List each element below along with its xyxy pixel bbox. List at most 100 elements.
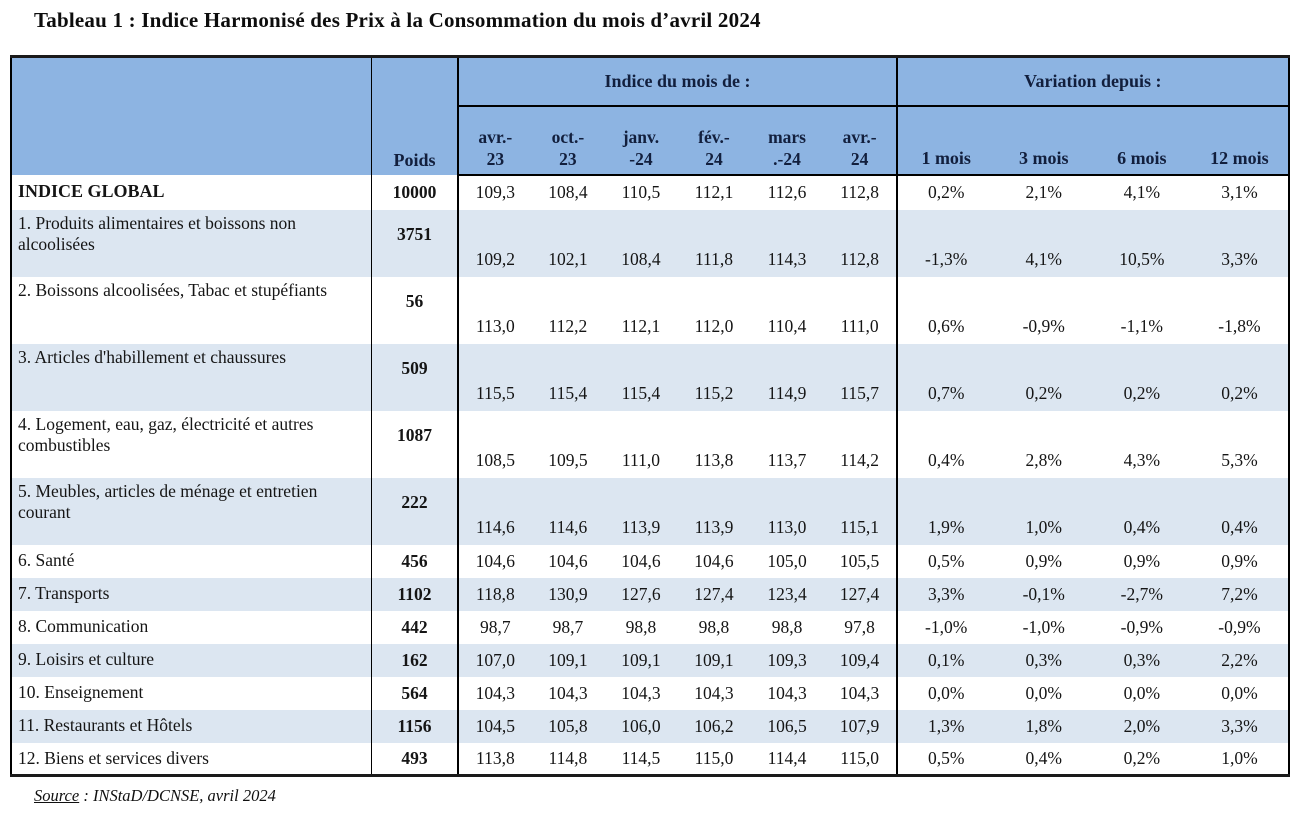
row-index-value: 106,2 [694,715,734,736]
row-index-value: 114,3 [767,248,807,269]
row-index-value: 113,0 [457,276,532,344]
row-index-value: 113,8 [694,449,734,470]
row-poids: 222 [370,477,459,545]
table-row: 1. Produits alimentaires et boissons non… [11,209,1289,277]
row-variation-value: 1,0% [1221,747,1258,768]
row-index-value: 130,9 [548,583,588,604]
row-variation-value: 3,3% [895,577,995,611]
row-index-value: 110,5 [621,182,661,202]
row-label: 8. Communication [18,616,149,637]
row-label: 7. Transports [18,583,110,604]
row-index-value: 98,8 [698,616,730,637]
row-poids: 162 [370,643,459,677]
table-row: 5. Meubles, articles de ménage et entret… [11,477,1289,545]
row-variation-value: 0,9% [1123,550,1161,571]
row-label: 10. Enseignement [18,682,144,703]
row-variation-value: 0,2% [1123,747,1161,768]
row-poids: 493 [370,742,459,776]
row-variation-value: -1,3% [895,209,995,277]
row-index-value: 115,5 [457,343,532,411]
header-group-variation: Variation depuis : [895,56,1289,107]
row-index-value: 113,0 [767,516,807,537]
row-poids: 442 [370,610,459,644]
row-variation-value: 3,3% [1221,248,1258,269]
row-index-value: 107,9 [839,715,880,736]
row-variation-value: 7,2% [1221,583,1258,604]
row-variation-value: 4,1% [1025,248,1062,269]
row-index-value: 104,6 [621,550,661,571]
row-index-value: 98,8 [625,616,657,637]
row-index-value: 98,7 [457,610,532,644]
row-poids: 1156 [370,709,459,743]
row-label: 4. Logement, eau, gaz, électricité et au… [18,413,314,455]
row-variation-value: 0,7% [895,343,995,411]
header-period-3mois: 3 mois [994,105,1093,176]
row-index-value: 115,1 [840,516,879,537]
row-index-value: 115,0 [694,747,734,768]
table-row: 7. Transports 1102 118,8 130,9 127,6 127,4 123… [11,577,1289,611]
row-index-value: 114,6 [548,516,588,537]
row-index-value: 107,0 [457,643,532,677]
row-variation-value: 0,5% [895,742,995,776]
row-index-value: 111,8 [694,248,734,269]
row-index-value: 123,4 [767,583,807,604]
row-variation-value: 0,0% [1025,682,1062,703]
row-index-value: 114,8 [548,747,588,768]
row-index-value: 98,7 [552,616,584,637]
row-label: 9. Loisirs et culture [18,649,155,670]
row-variation-value: 0,9% [1221,550,1258,571]
row-label: INDICE GLOBAL [18,181,165,202]
row-index-value: 104,3 [839,682,880,703]
row-index-value: 102,1 [548,248,588,269]
row-index-value: 112,1 [621,315,661,336]
row-variation-value: 4,1% [1123,182,1161,202]
row-index-value: 111,0 [621,449,660,470]
row-index-value: 115,4 [621,382,661,403]
row-label: 1. Produits alimentaires et boissons non… [18,212,297,254]
row-poids: 3751 [370,209,459,277]
row-variation-value: 3,3% [1221,715,1258,736]
table-row: 6. Santé 456 104,6 104,6 104,6 104,6 105,0 105,… [11,544,1289,578]
row-variation-value: 0,0% [1221,682,1258,703]
row-variation-value: 0,5% [895,544,995,578]
row-variation-value: 0,0% [1123,682,1161,703]
row-index-value: 104,3 [621,682,661,703]
row-poids: 1087 [370,410,459,478]
row-label: 12. Biens et services divers [18,747,209,768]
table-row: 4. Logement, eau, gaz, électricité et au… [11,410,1289,478]
row-index-value: 114,4 [767,747,807,768]
row-index-value: 113,7 [767,449,807,470]
header-month-fev24: fév.- 24 [677,105,751,176]
row-variation-value: -0,9% [1022,315,1065,336]
row-variation-value: 2,0% [1123,715,1161,736]
row-index-value: 114,5 [621,747,661,768]
row-index-value: 115,4 [548,382,588,403]
row-variation-value: 3,1% [1221,182,1258,202]
row-index-value: 110,4 [767,315,807,336]
row-variation-value: 0,4% [1123,516,1161,537]
header-month-mars24: mars .-24 [750,105,824,176]
table-row: 2. Boissons alcoolisées, Tabac et stupéf… [11,276,1289,344]
row-variation-value: 0,9% [1025,550,1062,571]
table-header: Poids Indice du mois de : Variation depu… [11,56,1289,176]
row-variation-value: 0,2% [895,174,995,210]
row-index-value: 115,7 [840,382,879,403]
row-index-value: 111,0 [840,315,879,336]
row-variation-value: -1,0% [1022,616,1065,637]
row-index-value: 98,8 [771,616,803,637]
row-index-value: 114,6 [457,477,532,545]
source-text: : INStaD/DCNSE, avril 2024 [79,786,276,805]
header-group-indice: Indice du mois de : [457,56,897,107]
row-label: 2. Boissons alcoolisées, Tabac et stupéf… [18,279,328,300]
row-index-value: 106,5 [767,715,807,736]
row-index-value: 97,8 [844,616,875,637]
row-variation-value: 0,3% [1025,649,1062,670]
row-variation-value: 0,2% [1123,382,1161,403]
header-empty-cell [11,56,372,175]
row-variation-value: 0,1% [895,643,995,677]
header-poids: Poids [370,56,459,175]
row-index-value: 108,4 [621,248,661,269]
header-month-avr24: avr.- 24 [823,105,897,176]
row-variation-value: 5,3% [1221,449,1258,470]
